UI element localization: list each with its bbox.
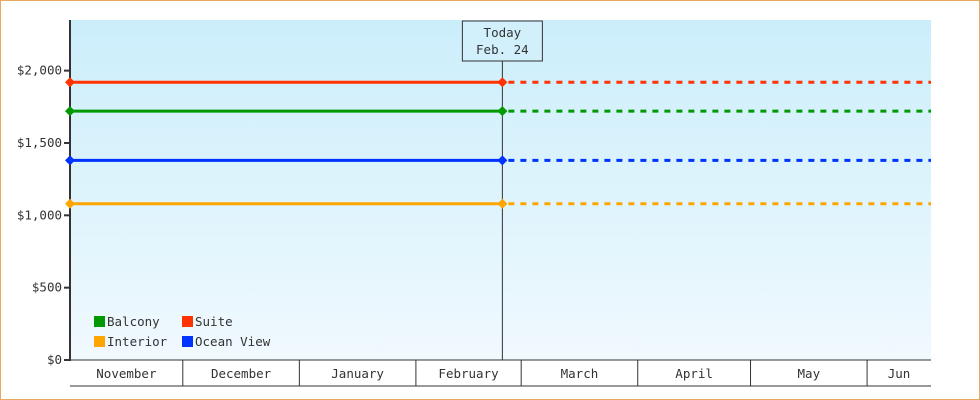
suite-point [65, 77, 75, 88]
today-date: Feb. 24 [476, 42, 529, 57]
y-tick-label: $500 [32, 280, 62, 295]
interior-point [497, 198, 508, 209]
y-tick-label: $1,000 [17, 207, 62, 222]
x-tick-label: March [561, 366, 599, 381]
suite-point [497, 77, 508, 88]
y-tick-label: $2,000 [17, 63, 62, 78]
x-tick-label: December [211, 366, 272, 381]
x-tick-label: January [331, 366, 384, 381]
legend-swatch-suite [182, 316, 193, 327]
legend-swatch-interior [94, 336, 105, 347]
x-tick-label: May [798, 366, 821, 381]
x-tick-label: Jun [888, 366, 911, 381]
plot-area [70, 20, 931, 360]
today-box [461, 20, 543, 62]
balcony-point [497, 106, 508, 117]
today-label: Today [484, 25, 522, 40]
y-tick-label: $1,500 [17, 135, 62, 150]
legend-swatch-balcony [94, 316, 105, 327]
y-tick-label: $0 [47, 352, 62, 367]
legend-label-interior: Interior [107, 334, 168, 349]
balcony-point [65, 106, 75, 117]
legend-label-suite: Suite [195, 314, 233, 329]
x-tick-label: April [675, 366, 713, 381]
legend-label-balcony: Balcony [107, 314, 160, 329]
legend-label-ocean-view: Ocean View [195, 334, 271, 349]
legend-swatch-ocean-view [182, 336, 193, 347]
x-tick-label: November [96, 366, 157, 381]
ocean-view-point [497, 155, 508, 166]
ocean-view-point [65, 155, 75, 166]
interior-point [65, 198, 75, 209]
x-tick-label: February [438, 366, 499, 381]
